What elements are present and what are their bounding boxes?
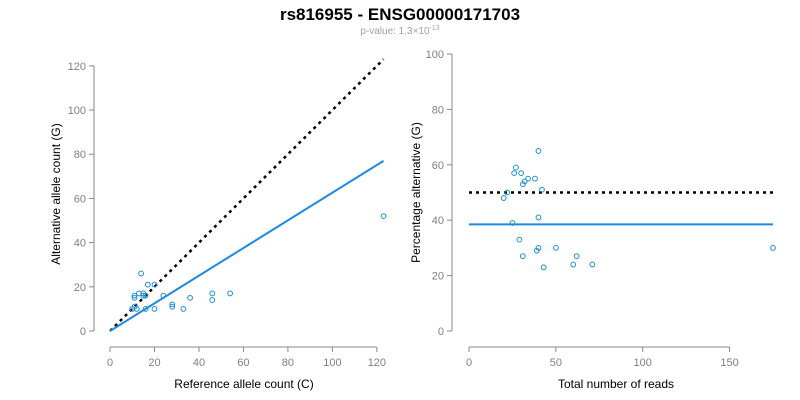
y-tick-label: 20: [432, 271, 444, 283]
data-point: [511, 170, 518, 177]
data-point: [535, 245, 542, 251]
data-point: [169, 303, 176, 310]
chart-title: rs816955 - ENSG00000171703: [280, 5, 520, 24]
data-point: [535, 148, 542, 154]
data-point: [151, 281, 158, 288]
y-tick-label: 60: [74, 193, 86, 205]
data-point: [770, 245, 776, 251]
data-point: [209, 290, 216, 297]
y-tick-label: 0: [80, 326, 86, 338]
data-point: [131, 294, 138, 301]
data-point: [138, 270, 145, 277]
data-point: [509, 220, 516, 226]
y-tick-label: 0: [438, 326, 444, 338]
data-point: [535, 214, 542, 221]
data-point: [552, 245, 559, 251]
data-point: [144, 281, 151, 288]
data-point: [380, 213, 387, 219]
x-tick-label: 100: [323, 357, 341, 369]
data-point: [521, 178, 528, 185]
subtitle-exponent: -13: [430, 25, 440, 32]
x-axis-label: Reference allele count (C): [174, 377, 313, 391]
x-tick-label: 100: [634, 357, 652, 369]
y-tick-label: 40: [432, 215, 444, 227]
x-axis-label: Total number of reads: [558, 377, 674, 391]
data-point: [516, 236, 523, 243]
y-tick-label: 60: [432, 160, 444, 172]
data-point: [513, 164, 519, 171]
y-tick-label: 120: [68, 61, 86, 73]
data-point: [525, 175, 531, 182]
y-axis-label: Alternative allele count (G): [49, 123, 63, 264]
data-point: [209, 297, 216, 303]
data-point: [589, 261, 596, 268]
data-point: [539, 186, 545, 193]
data-point: [180, 306, 187, 312]
x-tick-label: 50: [550, 357, 562, 369]
fit-line: [109, 160, 385, 332]
data-point: [142, 306, 149, 312]
x-tick-label: 20: [148, 357, 160, 369]
y-tick-label: 100: [68, 105, 86, 117]
left-scatter-panel: 0 20 40 60 80 100 120 0 20 40 60 80 100 120 Reference …: [49, 58, 387, 391]
data-point: [532, 175, 538, 182]
data-point: [131, 292, 138, 299]
x-tick-label: 60: [237, 357, 249, 369]
data-point: [519, 253, 526, 260]
y-axis-label: Percentage alternative (G): [409, 122, 423, 263]
data-point: [570, 261, 577, 268]
y-tick-label: 20: [74, 282, 86, 294]
x-tick-label: 40: [193, 357, 205, 369]
y-tick-label: 40: [74, 238, 86, 250]
data-point: [160, 292, 167, 299]
reference-dotted-line: [109, 58, 385, 332]
data-point: [573, 253, 580, 260]
y-tick-label: 80: [432, 104, 444, 116]
y-tick-label: 80: [74, 149, 86, 161]
data-point: [500, 195, 507, 201]
data-point: [151, 306, 158, 312]
x-tick-label: 120: [368, 357, 386, 369]
data-point: [169, 301, 176, 308]
x-tick-label: 0: [107, 357, 113, 369]
data-point: [540, 264, 547, 271]
x-tick-label: 80: [282, 357, 294, 369]
data-point: [133, 306, 140, 312]
y-tick-label: 100: [426, 49, 444, 61]
right-scatter-panel: 0 50 100 150 0 20 40 60 80 100 Total number of rea…: [409, 49, 776, 391]
data-point: [518, 170, 525, 177]
data-point: [504, 189, 511, 196]
subtitle-prefix: p-value: 1.3×10: [360, 26, 430, 37]
data-point: [142, 292, 149, 299]
data-point: [140, 292, 147, 299]
data-point: [227, 290, 233, 297]
data-point: [187, 294, 193, 301]
x-tick-label: 150: [720, 357, 738, 369]
x-tick-label: 0: [466, 357, 472, 369]
chart-subtitle: p-value: 1.3×10-13: [360, 25, 439, 37]
